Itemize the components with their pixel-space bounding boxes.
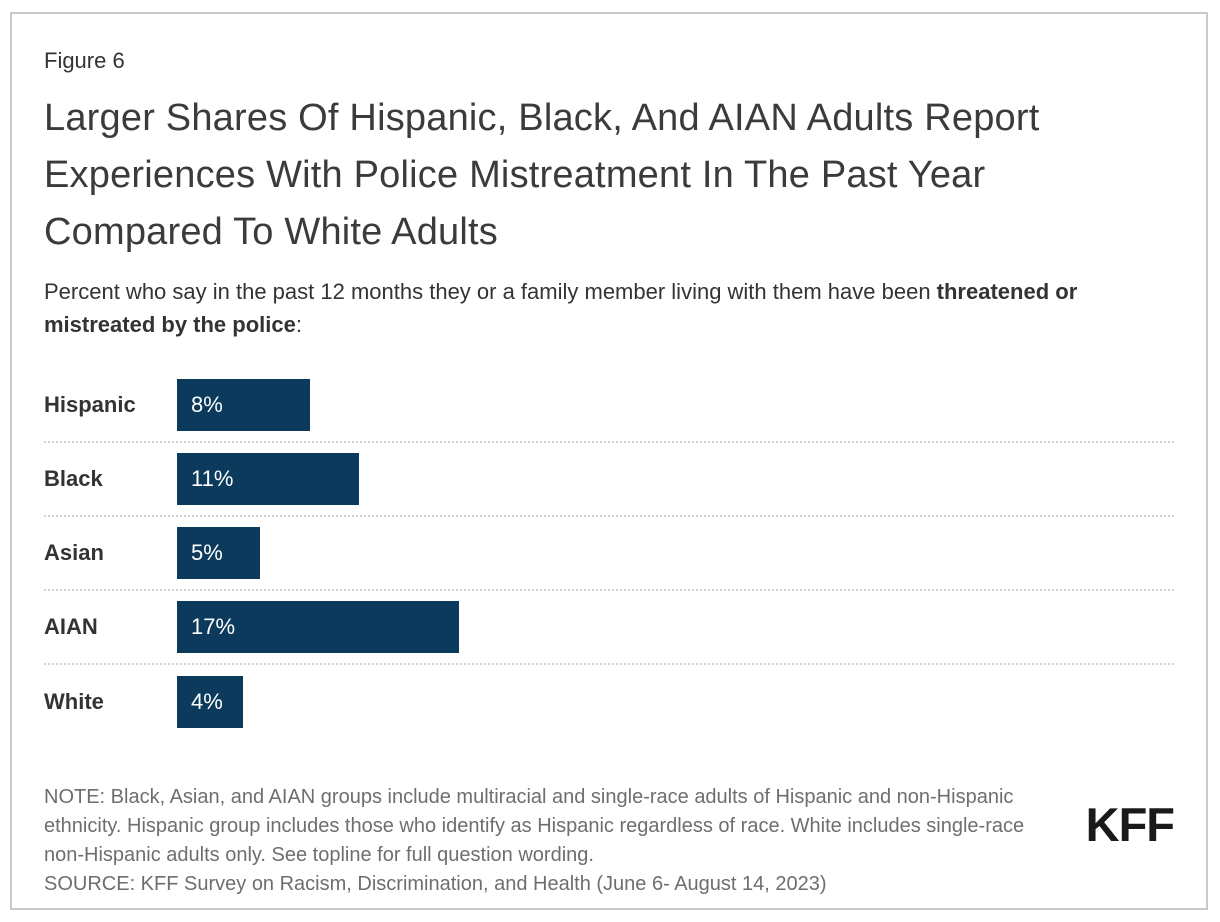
subtitle-bold-phrase: threatened or mistreated by the police <box>44 279 1078 337</box>
bar-track: 11% <box>177 453 1174 505</box>
bar-value-label: 11% <box>191 466 234 491</box>
bar: 5% <box>177 527 260 579</box>
bar-track: 17% <box>177 601 1174 653</box>
bar: 8% <box>177 379 310 431</box>
bar-row-label: Asian <box>44 540 104 565</box>
bar: 4% <box>177 676 244 728</box>
bar-row: AIAN 17% <box>44 591 1174 665</box>
kff-logo: KFF <box>1085 798 1175 851</box>
bar-track: 5% <box>177 527 1174 579</box>
source-text: SOURCE: KFF Survey on Racism, Discrimina… <box>44 873 827 895</box>
subtitle-colon: : <box>295 312 302 337</box>
bar-chart: Hispanic 8% Black 11% Asian 5% AIAN 17% <box>44 369 1174 739</box>
bar: 17% <box>177 601 459 653</box>
bar-row: Black 11% <box>44 443 1174 517</box>
bar-value-label: 17% <box>191 614 236 639</box>
chart-title: Larger Shares Of Hispanic, Black, And AI… <box>44 97 1040 253</box>
subtitle-lead: Percent who say in the past 12 months th… <box>44 279 937 304</box>
bar-row-label: AIAN <box>44 614 98 639</box>
footer: NOTE: Black, Asian, and AIAN groups incl… <box>44 783 1175 899</box>
bar-track: 8% <box>177 379 1174 431</box>
bar-row-label: White <box>44 689 104 714</box>
chart-subtitle: Percent who say in the past 12 months th… <box>44 275 1174 341</box>
figure-label: Figure 6 <box>44 48 125 73</box>
bar: 11% <box>177 453 360 505</box>
footnotes: NOTE: Black, Asian, and AIAN groups incl… <box>44 783 1054 899</box>
bar-row: White 4% <box>44 665 1174 739</box>
bar-row: Hispanic 8% <box>44 369 1174 443</box>
bar-row-label: Hispanic <box>44 392 136 417</box>
note-text: NOTE: Black, Asian, and AIAN groups incl… <box>44 786 1025 866</box>
bar-value-label: 8% <box>191 392 223 417</box>
bar-row: Asian 5% <box>44 517 1174 591</box>
figure-card: Figure 6 Larger Shares Of Hispanic, Blac… <box>10 12 1208 910</box>
bar-row-label: Black <box>44 466 103 491</box>
bar-track: 4% <box>177 676 1174 728</box>
bar-value-label: 5% <box>191 540 223 565</box>
bar-value-label: 4% <box>191 689 223 714</box>
